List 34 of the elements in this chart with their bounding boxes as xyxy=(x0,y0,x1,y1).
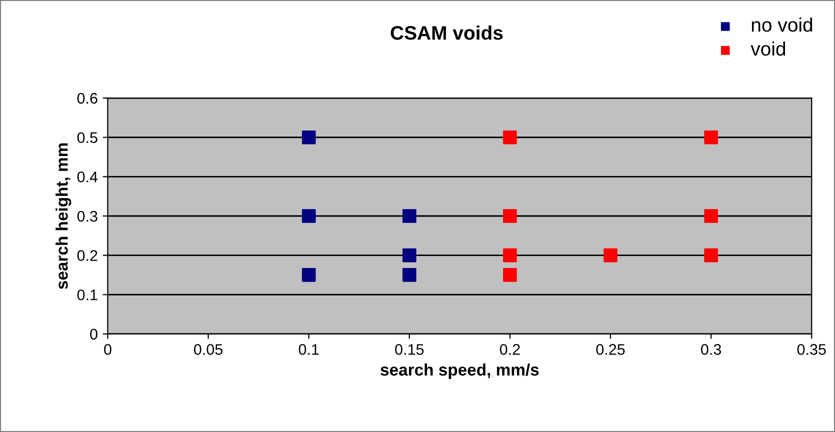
point xyxy=(402,209,416,223)
y-axis-title: search height, mm xyxy=(56,143,72,290)
point xyxy=(503,209,517,223)
point xyxy=(503,248,517,262)
point xyxy=(704,248,718,262)
point xyxy=(302,268,316,282)
x-tick-label: 0.25 xyxy=(596,344,625,355)
y-tick-label: 0.6 xyxy=(77,92,98,104)
x-axis-title: search speed, mm/s xyxy=(380,363,539,379)
y-tick-label: 0.3 xyxy=(77,210,98,222)
point xyxy=(503,130,517,144)
point xyxy=(704,209,718,223)
x-tick-label: 0.2 xyxy=(500,344,520,355)
point xyxy=(503,268,517,282)
point xyxy=(402,248,416,262)
point xyxy=(402,268,416,282)
point xyxy=(704,130,718,144)
point xyxy=(604,248,618,262)
x-tick-label: 0.3 xyxy=(701,344,722,355)
point xyxy=(302,209,316,223)
x-tick-label: 0.1 xyxy=(298,344,319,355)
point xyxy=(302,130,316,144)
legend-label: void xyxy=(750,41,786,56)
chart-title: CSAM voids xyxy=(390,25,503,40)
y-tick-label: 0.5 xyxy=(77,132,98,144)
y-tick-label: 0.4 xyxy=(77,172,98,182)
x-tick-label: 0 xyxy=(104,344,112,355)
y-tick-label: 0 xyxy=(90,328,98,340)
x-tick-label: 0.05 xyxy=(194,344,222,355)
x-tick-label: 0.35 xyxy=(797,344,826,355)
legend-label: no void xyxy=(752,18,812,32)
y-tick-label: 0.1 xyxy=(77,289,98,300)
y-tick-label: 0.2 xyxy=(77,250,98,261)
x-tick-label: 0.15 xyxy=(395,344,424,355)
